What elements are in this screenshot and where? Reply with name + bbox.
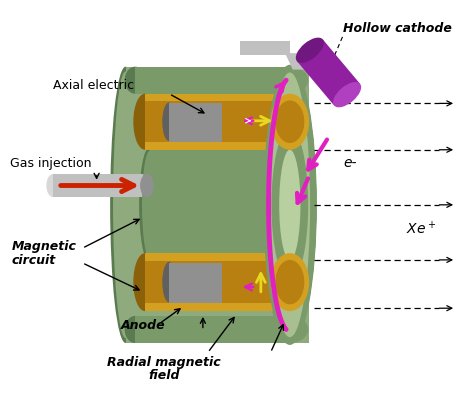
Ellipse shape bbox=[272, 316, 308, 343]
Bar bbox=[145, 94, 290, 150]
Bar bbox=[126, 67, 309, 343]
Ellipse shape bbox=[162, 262, 176, 302]
Text: Radial magnetic: Radial magnetic bbox=[108, 356, 221, 369]
Text: circuit: circuit bbox=[11, 254, 56, 267]
Ellipse shape bbox=[110, 67, 141, 343]
Ellipse shape bbox=[113, 72, 138, 338]
Ellipse shape bbox=[272, 67, 308, 94]
Bar bbox=[135, 316, 290, 343]
Ellipse shape bbox=[333, 82, 361, 107]
Bar bbox=[135, 67, 290, 94]
Ellipse shape bbox=[263, 67, 317, 343]
Ellipse shape bbox=[271, 94, 309, 150]
Polygon shape bbox=[239, 40, 290, 55]
Ellipse shape bbox=[274, 147, 305, 263]
Ellipse shape bbox=[275, 260, 304, 304]
Bar bbox=[145, 102, 290, 142]
Text: e-: e- bbox=[343, 156, 356, 170]
Ellipse shape bbox=[275, 144, 304, 266]
Ellipse shape bbox=[296, 38, 324, 63]
Text: Axial electric: Axial electric bbox=[53, 80, 134, 92]
Text: Magnetic: Magnetic bbox=[11, 240, 76, 253]
Ellipse shape bbox=[263, 65, 317, 345]
Bar bbox=[150, 147, 290, 263]
Text: Gas injection: Gas injection bbox=[9, 157, 91, 170]
Ellipse shape bbox=[280, 152, 300, 258]
Ellipse shape bbox=[275, 146, 304, 264]
Ellipse shape bbox=[279, 150, 301, 260]
Ellipse shape bbox=[279, 153, 301, 257]
Ellipse shape bbox=[270, 74, 310, 336]
Ellipse shape bbox=[271, 253, 309, 311]
Bar bbox=[169, 103, 222, 142]
Text: Hollow cathode: Hollow cathode bbox=[343, 22, 452, 34]
Ellipse shape bbox=[263, 67, 317, 343]
Bar bbox=[53, 174, 147, 197]
Text: field: field bbox=[148, 369, 180, 382]
Polygon shape bbox=[285, 53, 307, 70]
Bar bbox=[145, 261, 290, 303]
Ellipse shape bbox=[162, 102, 176, 141]
Ellipse shape bbox=[142, 151, 157, 259]
Ellipse shape bbox=[133, 253, 156, 311]
Ellipse shape bbox=[133, 94, 156, 150]
Ellipse shape bbox=[125, 67, 146, 94]
Ellipse shape bbox=[271, 78, 309, 331]
Ellipse shape bbox=[270, 72, 310, 337]
Ellipse shape bbox=[269, 70, 311, 339]
Ellipse shape bbox=[46, 174, 60, 197]
Ellipse shape bbox=[140, 174, 154, 197]
Ellipse shape bbox=[272, 128, 308, 281]
Ellipse shape bbox=[269, 70, 311, 339]
Ellipse shape bbox=[275, 100, 304, 143]
Ellipse shape bbox=[139, 147, 160, 263]
Ellipse shape bbox=[271, 94, 309, 150]
Ellipse shape bbox=[271, 253, 309, 311]
Ellipse shape bbox=[125, 316, 146, 343]
Text: Anode: Anode bbox=[121, 319, 165, 332]
Bar bbox=[169, 263, 222, 303]
Bar bbox=[145, 253, 290, 311]
Text: $Xe^+$: $Xe^+$ bbox=[406, 220, 436, 238]
Polygon shape bbox=[297, 40, 360, 106]
